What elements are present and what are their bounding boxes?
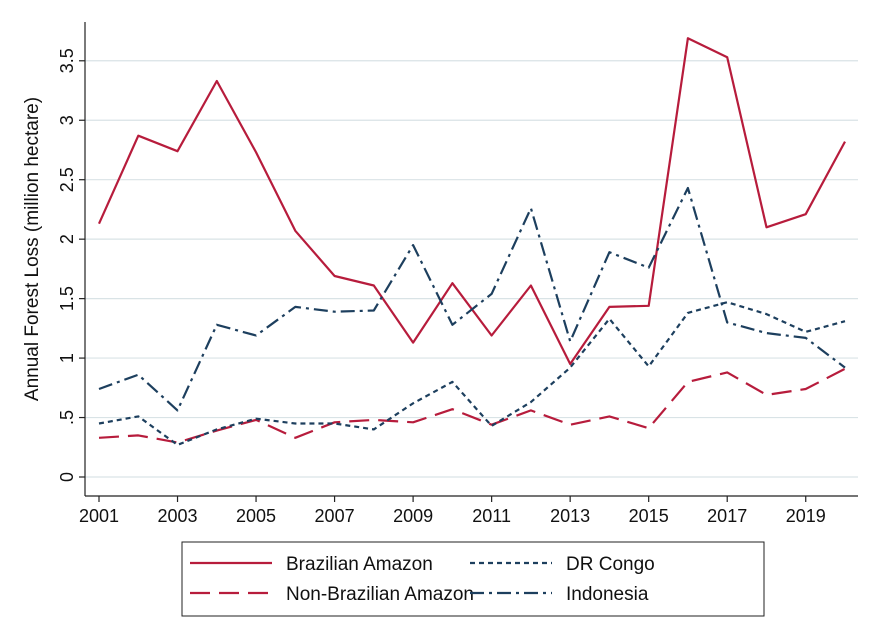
- x-tick-label: 2009: [393, 506, 433, 526]
- x-tick-label: 2013: [550, 506, 590, 526]
- y-tick-label: 1: [57, 353, 77, 363]
- x-axis-ticks: 2001 2003 2005 2007 2009 2011 2013 2015 2017 2019: [79, 496, 826, 526]
- series-line-brazilian-amazon: [97, 37, 846, 366]
- x-tick-label: 2017: [707, 506, 747, 526]
- x-tick-label: 2005: [236, 506, 276, 526]
- y-tick-label: 3: [57, 115, 77, 125]
- y-axis-title: Annual Forest Loss (million hectare): [22, 97, 43, 401]
- legend-label: Indonesia: [566, 584, 649, 605]
- y-axis-ticks: 0 .5 1 1.5 2 2.5 3 3.5: [57, 48, 85, 482]
- legend-label: DR Congo: [566, 554, 655, 575]
- series-line-non-brazilian-amazon: [98, 367, 846, 444]
- legend: Brazilian Amazon Non-Brazilian Amazon DR C…: [181, 541, 765, 617]
- legend-label: Non-Brazilian Amazon: [286, 584, 474, 605]
- y-tick-label: 3.5: [57, 48, 77, 73]
- legend-box: [181, 541, 765, 617]
- legend-label: Brazilian Amazon: [286, 554, 433, 575]
- y-tick-label: 0: [57, 472, 77, 482]
- series-line-indonesia: [98, 186, 846, 412]
- series-line-dr-congo: [98, 301, 846, 446]
- x-tick-label: 2015: [629, 506, 669, 526]
- y-tick-label: 1.5: [57, 286, 77, 311]
- x-tick-label: 2003: [158, 506, 198, 526]
- x-tick-label: 2011: [472, 506, 511, 526]
- x-tick-label: 2001: [79, 506, 119, 526]
- x-tick-label: 2019: [786, 506, 826, 526]
- x-tick-label: 2007: [315, 506, 355, 526]
- y-tick-label: 2: [57, 234, 77, 244]
- y-tick-label: 2.5: [57, 167, 77, 192]
- grid-lines: [85, 60, 858, 478]
- axes: [84, 22, 858, 497]
- y-tick-label: .5: [57, 410, 77, 425]
- series-lines: [97, 37, 846, 446]
